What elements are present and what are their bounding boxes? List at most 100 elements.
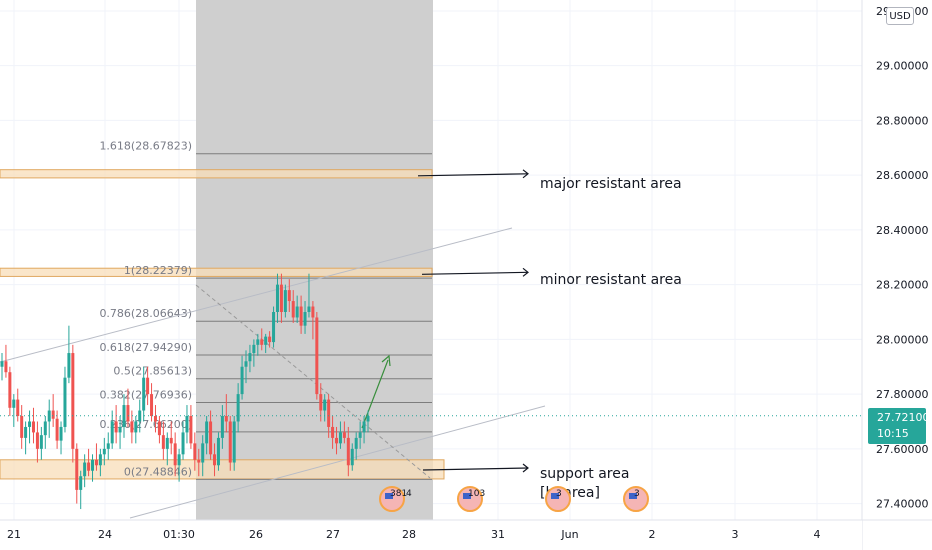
- candle-body: [98, 454, 102, 466]
- zone-band: [0, 459, 445, 480]
- annotation-arrow-head: [522, 267, 529, 277]
- current-price-value: 27.72100: [877, 411, 930, 424]
- candle-body: [102, 448, 106, 455]
- candle-body: [338, 432, 342, 444]
- y-tick-label: 28.40000: [876, 224, 929, 237]
- candle-body: [51, 410, 55, 419]
- candle-body: [287, 290, 291, 302]
- candle-body: [260, 339, 264, 345]
- candle-body: [55, 418, 59, 441]
- candle-body: [307, 306, 311, 312]
- event-flag-canton: [551, 493, 559, 499]
- candle-body: [87, 462, 91, 471]
- candle-body: [0, 361, 4, 367]
- x-tick-label: 01:30: [163, 528, 195, 541]
- candle-body: [216, 437, 220, 466]
- x-axis-bg: [0, 520, 862, 550]
- candle-body: [165, 437, 169, 449]
- fib-level-label: 1.618(28.67823): [99, 140, 192, 153]
- candle-body: [283, 290, 287, 312]
- y-tick-label: 28.20000: [876, 279, 929, 292]
- x-tick-label: 26: [249, 528, 263, 541]
- candle-body: [220, 416, 224, 438]
- candle-body: [201, 443, 205, 463]
- candlestick-series: [0, 273, 370, 510]
- candle-body: [362, 421, 366, 433]
- candle-body: [12, 399, 16, 408]
- zone-band: [0, 267, 433, 277]
- x-tick-label: Jun: [560, 528, 578, 541]
- x-tick-label: 28: [402, 528, 416, 541]
- event-count-extra: 4: [406, 489, 412, 499]
- candle-body: [24, 426, 28, 438]
- candle-body: [236, 394, 240, 422]
- candle-body: [35, 432, 39, 449]
- y-axis[interactable]: 29.2000029.0000028.8000028.6000028.40000…: [861, 0, 932, 550]
- candle-body: [20, 416, 24, 438]
- candle-body: [91, 459, 95, 471]
- candle-body: [31, 421, 35, 433]
- fib-level-label: 1(28.22379): [124, 264, 192, 277]
- event-count: 103: [468, 489, 485, 499]
- fib-level-label: 0.786(28.06643): [99, 307, 192, 320]
- annotation-minor: minor resistant area: [540, 272, 682, 288]
- candle-body: [366, 416, 370, 422]
- projection-arrow: [361, 359, 389, 429]
- candle-body: [346, 437, 350, 466]
- candle-body: [134, 421, 138, 433]
- event-count: 3: [556, 489, 562, 499]
- y-tick-label: 27.80000: [876, 388, 929, 401]
- candle-body: [59, 426, 63, 441]
- candle-body: [331, 426, 335, 438]
- y-tick-label: 29.00000: [876, 60, 929, 73]
- candle-body: [157, 421, 161, 436]
- annotation-major: major resistant area: [540, 176, 682, 192]
- x-tick-label: 4: [814, 528, 821, 541]
- currency-badge[interactable]: USD: [886, 7, 914, 25]
- candle-body: [272, 312, 276, 343]
- candle-body: [138, 410, 142, 422]
- candle-body: [358, 432, 362, 438]
- candle-body: [189, 416, 193, 444]
- candle-body: [279, 284, 283, 312]
- x-tick-label: 21: [7, 528, 21, 541]
- candle-body: [232, 421, 236, 463]
- candle-body: [327, 399, 331, 427]
- candle-body: [43, 421, 47, 436]
- candle-body: [94, 459, 98, 466]
- candle-body: [39, 435, 43, 449]
- candle-body: [161, 435, 165, 449]
- candle-body: [240, 366, 244, 395]
- candle-body: [228, 421, 232, 463]
- event-flag-canton: [385, 493, 393, 499]
- candle-body: [71, 353, 75, 449]
- event-flag-canton: [629, 493, 637, 499]
- candle-body: [256, 339, 260, 345]
- zone-bands: [0, 169, 445, 480]
- candle-body: [185, 416, 189, 433]
- annotation-arrow: [421, 271, 529, 275]
- channel-lower-line: [129, 405, 546, 519]
- candle-body: [275, 284, 279, 312]
- candle-body: [303, 312, 307, 326]
- candle-body: [244, 361, 248, 367]
- x-tick-label: 2: [649, 528, 656, 541]
- candle-body: [142, 377, 146, 411]
- y-tick-label: 28.60000: [876, 169, 929, 182]
- y-tick-label: 28.80000: [876, 114, 929, 127]
- x-tick-label: 27: [326, 528, 340, 541]
- candle-body: [350, 448, 354, 466]
- candle-body: [319, 394, 323, 411]
- candle-body: [28, 421, 32, 427]
- event-count: 381: [390, 489, 407, 499]
- x-axis[interactable]: 21 24 01:30 26 27 28 31 Jun 2 3 4: [0, 519, 932, 550]
- candle-body: [335, 437, 339, 444]
- candle-body: [75, 448, 79, 490]
- fib-level-label: 0(27.48846): [124, 465, 192, 478]
- candle-body: [110, 421, 114, 444]
- dashed-trend-line: [195, 284, 431, 479]
- candle-body: [173, 443, 177, 466]
- candle-body: [193, 443, 197, 460]
